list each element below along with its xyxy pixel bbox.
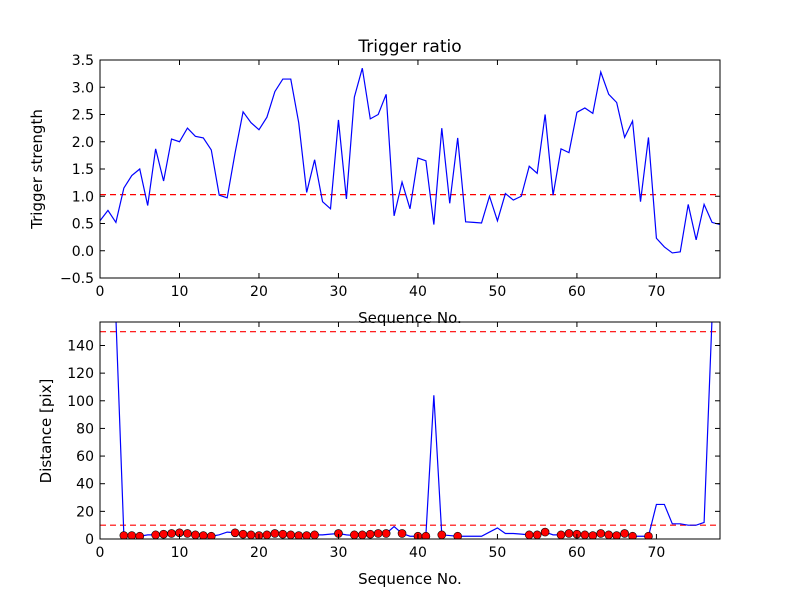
data-point	[310, 530, 319, 539]
data-point	[588, 531, 598, 539]
data-point	[421, 531, 431, 539]
data-point	[183, 529, 192, 538]
plot-area	[100, 68, 720, 254]
x-tick-label: 60	[568, 284, 586, 300]
y-tick-label: 100	[67, 394, 94, 410]
data-point	[524, 530, 534, 539]
data-point	[199, 531, 208, 539]
data-point	[540, 527, 550, 537]
y-tick-label: 1.5	[72, 162, 94, 178]
y-tick-label: 1.0	[72, 189, 94, 205]
x-tick-label: 50	[489, 545, 507, 561]
data-point	[604, 530, 614, 539]
data-point	[532, 530, 542, 539]
y-tick-label: 60	[76, 449, 94, 465]
data-point	[381, 529, 391, 538]
plot-area	[100, 322, 720, 539]
data-point	[246, 530, 256, 539]
y-tick-label: 0.0	[72, 244, 94, 260]
data-point	[437, 530, 447, 539]
x-tick-label: 40	[409, 284, 427, 300]
data-point	[294, 531, 304, 539]
y-tick-label: 40	[76, 477, 94, 493]
x-tick-label: 70	[647, 545, 665, 561]
distance-chart: Sequence No. Distance [pix] 0 10 20 30 40 50 6…	[37, 321, 721, 588]
data-point	[167, 529, 176, 538]
y-tick-label: −0.5	[60, 271, 94, 287]
x-tick-label: 30	[330, 284, 348, 300]
data-point	[206, 531, 216, 539]
data-point	[358, 530, 367, 539]
data-point	[612, 531, 621, 539]
x-axis-label: Sequence No.	[358, 309, 462, 327]
data-point	[564, 529, 574, 538]
data-point	[302, 531, 311, 539]
y-tick-label: 2.5	[72, 108, 94, 124]
series-line	[115, 322, 713, 537]
y-tick-label: 0	[85, 532, 94, 548]
x-tick-label: 10	[171, 284, 189, 300]
data-point	[580, 530, 590, 539]
y-axis-label: Distance [pix]	[37, 379, 55, 484]
data-point	[159, 529, 168, 539]
data-point	[230, 528, 240, 538]
trigger-ratio-chart: Trigger ratio Sequence No. Trigger stren…	[28, 37, 721, 327]
data-point	[596, 529, 606, 538]
y-tick-label: 0.5	[72, 217, 94, 233]
x-tick-label: 10	[171, 545, 189, 561]
series-line	[100, 68, 720, 254]
data-point	[365, 529, 375, 539]
data-point	[119, 531, 129, 539]
data-point	[644, 531, 653, 539]
x-axis-label: Sequence No.	[358, 570, 462, 588]
data-point	[127, 531, 137, 539]
x-tick-label: 70	[647, 284, 665, 300]
data-point	[151, 530, 160, 539]
data-point	[286, 530, 296, 539]
data-point	[397, 529, 407, 538]
data-point	[191, 530, 200, 539]
y-tick-label: 20	[76, 504, 94, 520]
x-tick-label: 30	[330, 545, 348, 561]
x-tick-label: 40	[409, 545, 427, 561]
data-point	[135, 531, 145, 539]
x-tick-label: 50	[489, 284, 507, 300]
data-point	[453, 531, 462, 539]
y-tick-label: 3.0	[72, 80, 94, 96]
x-tick-label: 20	[250, 284, 268, 300]
data-point	[238, 529, 248, 539]
y-tick-label: 2.0	[72, 135, 94, 151]
data-point	[350, 530, 359, 539]
axes-frame	[99, 59, 721, 279]
data-point	[278, 529, 288, 539]
y-tick-label: 140	[67, 338, 94, 354]
x-tick-label: 0	[96, 545, 105, 561]
chart-title: Trigger ratio	[357, 37, 461, 57]
y-tick-label: 80	[76, 421, 94, 437]
data-point	[270, 529, 280, 538]
data-point	[628, 531, 637, 539]
y-tick-label: 120	[67, 366, 94, 382]
y-axis-label: Trigger strength	[28, 109, 46, 230]
x-tick-label: 20	[250, 545, 268, 561]
axes-frame	[99, 321, 721, 540]
data-point	[262, 530, 272, 539]
data-point	[620, 529, 629, 538]
y-tick-label: 3.5	[72, 53, 94, 69]
data-point	[556, 530, 566, 539]
x-tick-label: 60	[568, 545, 586, 561]
x-tick-label: 0	[96, 284, 105, 300]
data-point	[373, 529, 383, 538]
